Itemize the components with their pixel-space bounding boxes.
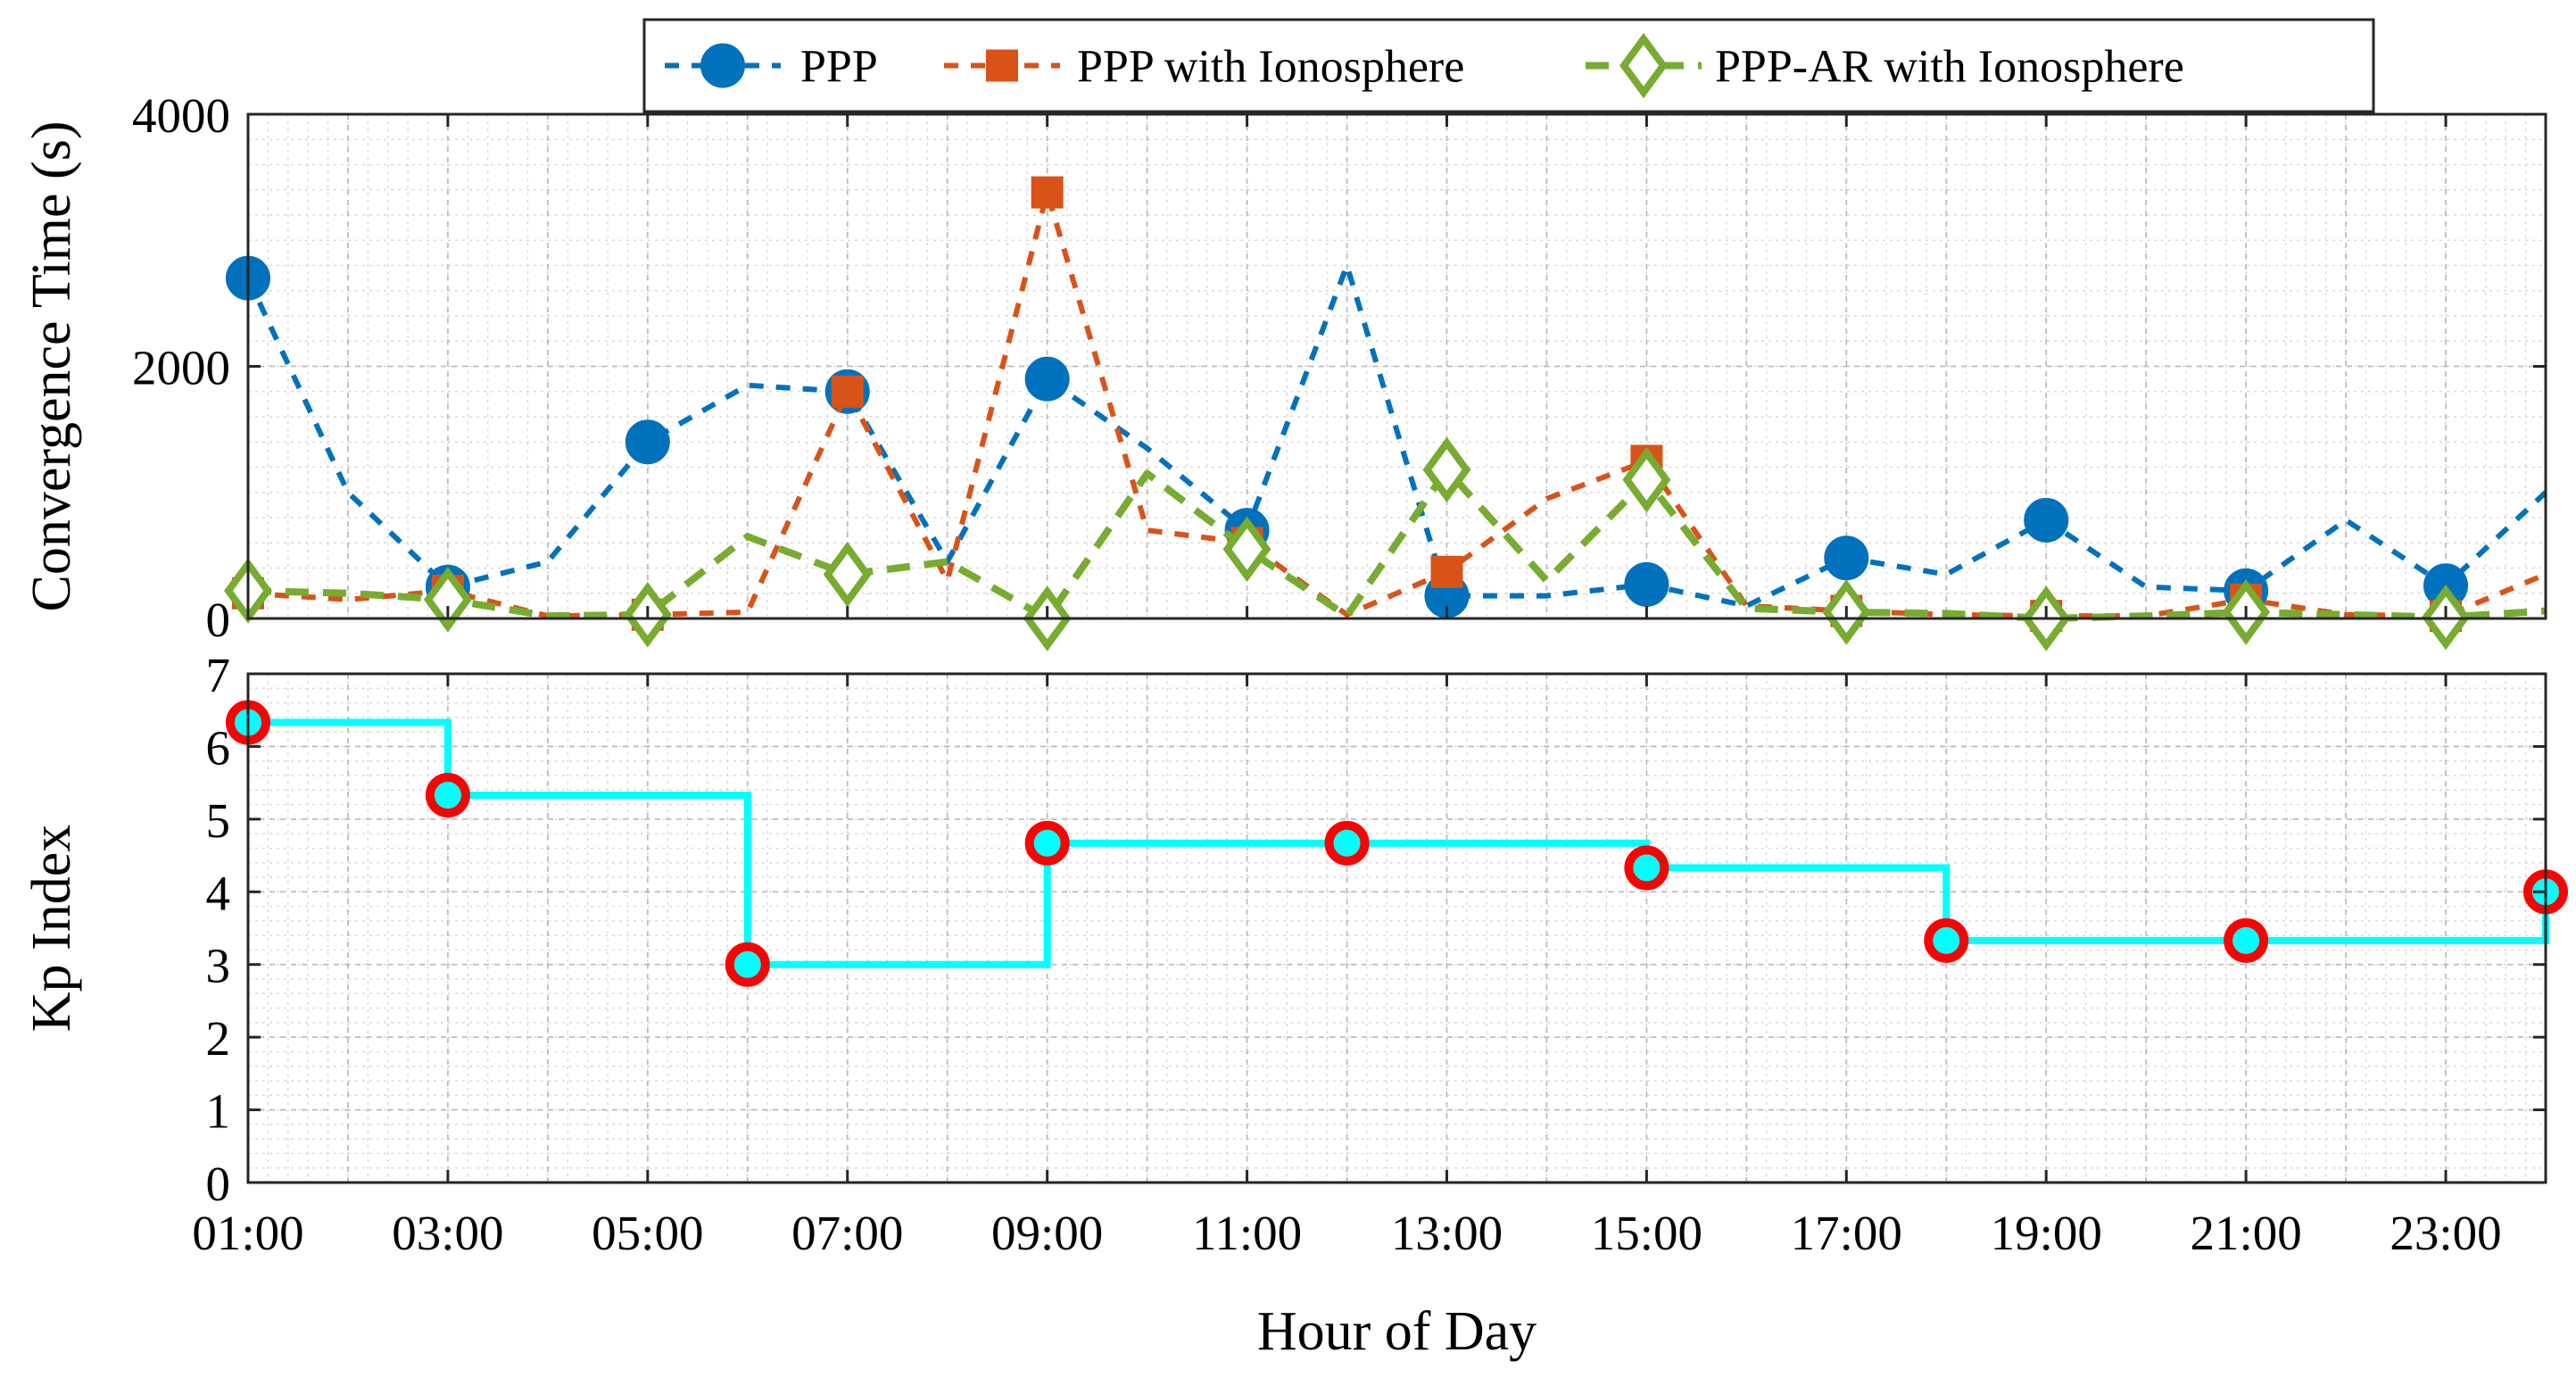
legend-marker <box>1619 32 1668 99</box>
kp-index-panel: 0 1 2 3 4 5 6 7 01:00 03:00 05:00 07:00 09:00 11:00 13… <box>21 114 2568 1362</box>
x-tick-label: 11:00 <box>1192 1206 1302 1260</box>
data-point <box>625 419 670 465</box>
legend-label: PPP-AR with Ionosphere <box>1715 42 2184 93</box>
x-tick-label: 05:00 <box>592 1206 703 1260</box>
x-tick-label: 09:00 <box>991 1206 1103 1260</box>
data-point <box>423 567 472 633</box>
data-point <box>1024 820 1070 866</box>
y-tick-label: 2000 <box>132 341 230 395</box>
data-point <box>2224 917 2269 963</box>
x-tick-label: 17:00 <box>1791 1206 1902 1260</box>
y-tick-label: 2 <box>206 1011 231 1066</box>
x-tick-label: 21:00 <box>2190 1206 2301 1260</box>
data-point <box>1430 555 1463 588</box>
x-tick-label: 07:00 <box>791 1206 903 1260</box>
series-line <box>245 262 2548 609</box>
legend-label: PPP with Ionosphere <box>1077 42 1464 93</box>
data-point <box>1624 561 1669 607</box>
x-axis: 01:00 03:00 05:00 07:00 09:00 11:00 13:00 15:00… <box>192 114 2502 1260</box>
series-kp <box>226 700 2568 987</box>
y-axis-title: Kp Index <box>21 825 82 1032</box>
x-tick-label: 19:00 <box>1991 1206 2102 1260</box>
data-point <box>1324 820 1370 866</box>
y-axis-title: Convergence Time (s) <box>21 121 82 612</box>
legend: PPP PPP with Ionosphere PPP-AR with Ionosp… <box>642 18 2375 113</box>
legend-entry: PPP with Ionosphere <box>944 42 1464 93</box>
legend-entry: PPP-AR with Ionosphere <box>1586 32 2184 99</box>
x-tick-label: 23:00 <box>2390 1206 2501 1260</box>
y-tick-label: 6 <box>206 720 231 775</box>
x-tick-label: 13:00 <box>1391 1206 1503 1260</box>
data-point <box>831 375 864 408</box>
legend-marker <box>986 49 1018 82</box>
legend-entry: PPP <box>665 42 878 93</box>
data-point <box>2024 497 2069 543</box>
data-point <box>1924 917 1969 963</box>
y-tick-label: 7 <box>206 648 231 702</box>
x-tick-label: 03:00 <box>392 1206 503 1260</box>
y-tick-label: 0 <box>206 593 231 647</box>
data-point <box>1824 535 1869 581</box>
y-tick-label: 5 <box>206 793 231 848</box>
y-axis: 0 2000 4000 <box>132 88 2546 647</box>
data-point <box>1024 356 1070 402</box>
legend-label: PPP <box>800 42 878 93</box>
x-tick-label: 15:00 <box>1591 1206 1702 1260</box>
grid <box>247 673 2547 1183</box>
data-point <box>725 942 770 987</box>
data-point <box>1622 446 1671 513</box>
series-ppp-ar-with-ionosphere <box>224 436 2547 652</box>
data-point <box>823 541 872 608</box>
data-point <box>1422 436 1471 503</box>
legend-box <box>642 18 2375 113</box>
y-tick-label: 1 <box>206 1084 231 1139</box>
data-point <box>1031 176 1064 209</box>
y-axis: 0 1 2 3 4 5 6 7 <box>206 648 2546 1211</box>
x-axis-title: Hour of Day <box>1257 1301 1536 1362</box>
y-tick-label: 4 <box>206 866 231 920</box>
y-tick-label: 4000 <box>132 88 230 143</box>
data-point <box>1222 516 1271 583</box>
y-tick-label: 3 <box>206 939 231 993</box>
convergence-time-panel: 0 2000 4000 Convergence Time (s) <box>21 88 2548 652</box>
y-tick-label: 0 <box>206 1157 231 1211</box>
axes-box <box>246 672 2547 1184</box>
data-point <box>425 772 470 817</box>
data-point <box>1624 845 1669 891</box>
x-tick-label: 01:00 <box>192 1206 303 1260</box>
legend-marker <box>700 43 745 88</box>
